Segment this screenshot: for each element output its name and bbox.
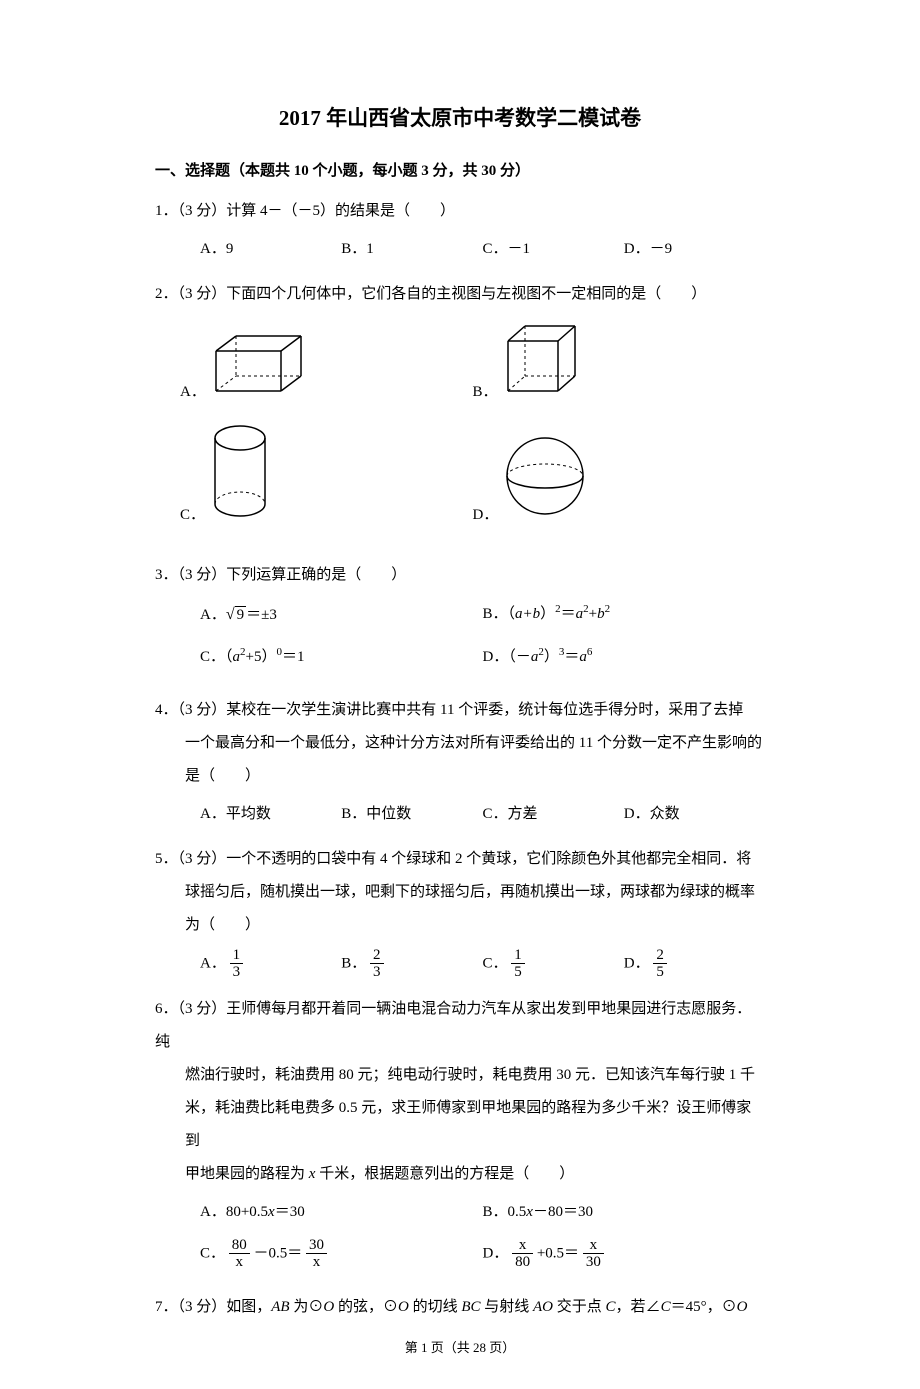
- q3-text: 3．（3 分）下列运算正确的是（ ）: [155, 559, 765, 592]
- q2-option-c: C．: [180, 424, 473, 532]
- q2-option-d: D．: [473, 424, 766, 532]
- question-2: 2．（3 分）下面四个几何体中，它们各自的主视图与左视图不一定相同的是（ ） A…: [155, 278, 765, 547]
- q3-option-d: D．（－a2）3＝a6: [483, 640, 766, 674]
- cube-icon: [503, 321, 583, 409]
- question-5: 5．（3 分）一个不透明的口袋中有 4 个绿球和 2 个黄球，它们除颜色外其他都…: [155, 843, 765, 981]
- q4-text: 4．（3 分）某校在一次学生演讲比赛中共有 11 个评委，统计每位选手得分时，采…: [155, 694, 765, 727]
- q4-cont1: 一个最高分和一个最低分，这种计分方法对所有评委给出的 11 个分数一定不产生影响…: [155, 727, 765, 760]
- q7-text: 7．（3 分）如图，AB 为⊙O 的弦，⊙O 的切线 BC 与射线 AO 交于点…: [155, 1291, 765, 1324]
- q5-text: 5．（3 分）一个不透明的口袋中有 4 个绿球和 2 个黄球，它们除颜色外其他都…: [155, 843, 765, 876]
- q3-option-a: A．√9＝±3: [200, 597, 483, 632]
- q4-option-b: B．中位数: [341, 798, 482, 831]
- q6-option-a: A．80+0.5x＝30: [200, 1196, 483, 1229]
- q6-text: 6．（3 分）王师傅每月都开着同一辆油电混合动力汽车从家出发到甲地果园进行志愿服…: [155, 993, 765, 1059]
- question-6: 6．（3 分）王师傅每月都开着同一辆油电混合动力汽车从家出发到甲地果园进行志愿服…: [155, 993, 765, 1279]
- q5-option-c: C． 15: [483, 947, 624, 981]
- question-1: 1．（3 分）计算 4－（－5）的结果是（ ） A．9 B．1 C．－1 D．－…: [155, 195, 765, 266]
- cuboid-icon: [211, 331, 306, 409]
- q2-option-b: B．: [473, 321, 766, 409]
- question-3: 3．（3 分）下列运算正确的是（ ） A．√9＝±3 B．（a+b）2＝a2+b…: [155, 559, 765, 682]
- q1-text: 1．（3 分）计算 4－（－5）的结果是（ ）: [155, 195, 765, 228]
- page-footer: 第 1 页（共 28 页）: [155, 1336, 765, 1359]
- cylinder-icon: [210, 424, 270, 532]
- q4-option-c: C．方差: [483, 798, 624, 831]
- q1-option-d: D．－9: [624, 233, 765, 266]
- q2-text: 2．（3 分）下面四个几何体中，它们各自的主视图与左视图不一定相同的是（ ）: [155, 278, 765, 311]
- question-7: 7．（3 分）如图，AB 为⊙O 的弦，⊙O 的切线 BC 与射线 AO 交于点…: [155, 1291, 765, 1324]
- q4-option-a: A．平均数: [200, 798, 341, 831]
- q1-option-a: A．9: [200, 233, 341, 266]
- q1-option-b: B．1: [341, 233, 482, 266]
- exam-title: 2017 年山西省太原市中考数学二模试卷: [155, 100, 765, 138]
- q6-option-c: C． 80x －0.5＝ 30x: [200, 1237, 483, 1271]
- q6-option-b: B．0.5x－80＝30: [483, 1196, 766, 1229]
- q1-option-c: C．－1: [483, 233, 624, 266]
- question-4: 4．（3 分）某校在一次学生演讲比赛中共有 11 个评委，统计每位选手得分时，采…: [155, 694, 765, 831]
- q6-cont2: 米，耗油费比耗电费多 0.5 元，求王师傅家到甲地果园的路程为多少千米？设王师傅…: [155, 1092, 765, 1158]
- q5-option-b: B． 23: [341, 947, 482, 981]
- q3-option-b: B．（a+b）2＝a2+b2: [483, 597, 766, 632]
- q2-option-a: A．: [180, 321, 473, 409]
- q5-option-a: A． 13: [200, 947, 341, 981]
- q5-option-d: D． 25: [624, 947, 765, 981]
- q4-cont2: 是（ ）: [155, 760, 765, 793]
- q4-option-d: D．众数: [624, 798, 765, 831]
- q6-cont1: 燃油行驶时，耗油费用 80 元；纯电动行驶时，耗电费用 30 元．已知该汽车每行…: [155, 1059, 765, 1092]
- q6-cont3: 甲地果园的路程为 x 千米，根据题意列出的方程是（ ）: [155, 1158, 765, 1191]
- q6-option-d: D． x80 +0.5＝ x30: [483, 1237, 766, 1271]
- q5-cont1: 球摇匀后，随机摸出一球，吧剩下的球摇匀后，再随机摸出一球，两球都为绿球的概率: [155, 876, 765, 909]
- sphere-icon: [503, 434, 588, 532]
- q5-cont2: 为（ ）: [155, 909, 765, 942]
- section-header: 一、选择题（本题共 10 个小题，每小题 3 分，共 30 分）: [155, 158, 765, 185]
- q3-option-c: C．（a2+5）0＝1: [200, 640, 483, 674]
